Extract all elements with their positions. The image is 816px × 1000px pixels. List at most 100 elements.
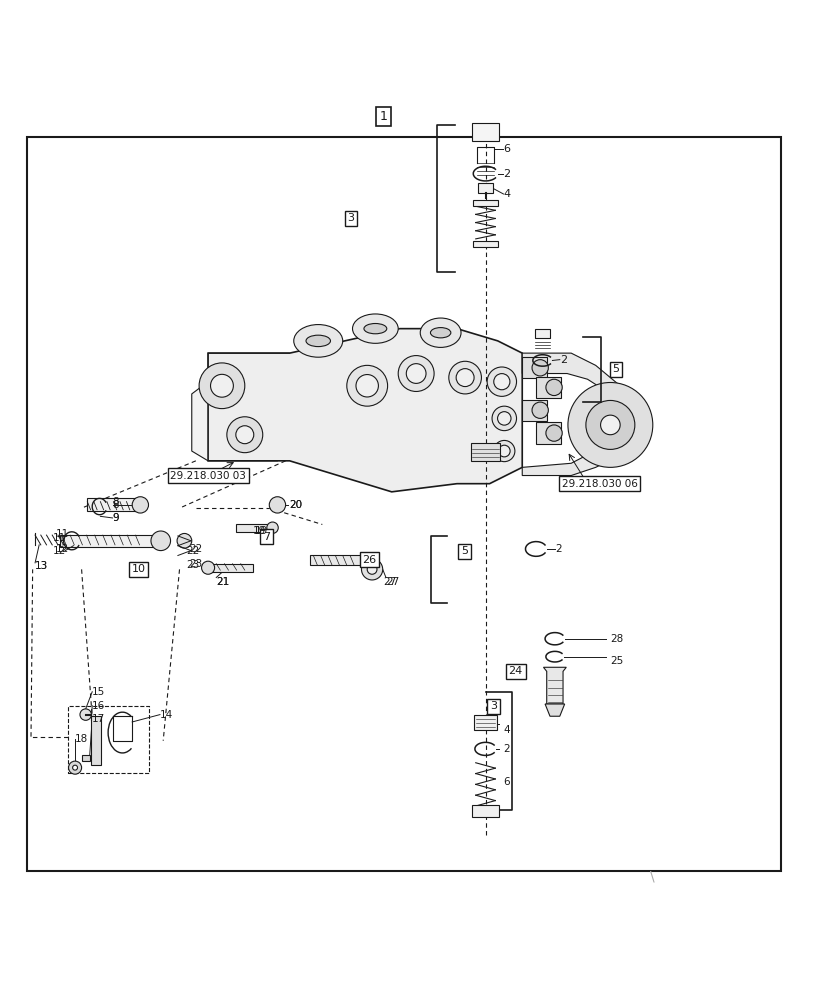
Polygon shape [192, 353, 290, 461]
FancyBboxPatch shape [236, 524, 268, 532]
Ellipse shape [364, 323, 387, 334]
FancyBboxPatch shape [472, 805, 499, 817]
Circle shape [494, 440, 515, 462]
FancyBboxPatch shape [471, 443, 500, 461]
FancyBboxPatch shape [535, 329, 550, 338]
Text: $\backslash$: $\backslash$ [650, 869, 656, 884]
Text: 5: 5 [613, 364, 619, 374]
Text: 29.218.030 03: 29.218.030 03 [171, 471, 246, 481]
Text: 22: 22 [186, 546, 199, 556]
Text: 20: 20 [290, 500, 303, 510]
Text: 27: 27 [384, 577, 397, 587]
FancyBboxPatch shape [522, 400, 547, 421]
Text: 2: 2 [503, 169, 511, 179]
Circle shape [236, 426, 254, 444]
FancyBboxPatch shape [472, 123, 499, 141]
Circle shape [586, 400, 635, 449]
FancyBboxPatch shape [60, 535, 157, 547]
Text: 29.218.030 06: 29.218.030 06 [562, 479, 637, 489]
Text: 9: 9 [113, 513, 119, 523]
Circle shape [601, 415, 620, 435]
Text: 15: 15 [92, 687, 105, 697]
Text: 6: 6 [503, 144, 511, 154]
Circle shape [211, 374, 233, 397]
Text: 17: 17 [92, 714, 105, 724]
Text: 9: 9 [113, 513, 119, 523]
Circle shape [347, 365, 388, 406]
Circle shape [73, 765, 78, 770]
Text: 5: 5 [461, 546, 468, 556]
Circle shape [546, 379, 562, 396]
Text: 3: 3 [490, 701, 497, 711]
Circle shape [494, 374, 510, 390]
Text: 27: 27 [386, 577, 399, 587]
Text: 19: 19 [255, 526, 268, 536]
Circle shape [199, 363, 245, 409]
Circle shape [132, 497, 149, 513]
Text: 2: 2 [560, 355, 567, 365]
Circle shape [492, 406, 517, 431]
Text: 11: 11 [53, 533, 66, 543]
Text: 8: 8 [113, 500, 119, 510]
Text: 4: 4 [503, 189, 511, 199]
Text: 23: 23 [186, 560, 199, 570]
Circle shape [202, 561, 215, 574]
Circle shape [267, 522, 278, 533]
Ellipse shape [306, 335, 330, 347]
Text: 18: 18 [75, 734, 88, 744]
Ellipse shape [431, 328, 450, 338]
Polygon shape [522, 353, 636, 476]
FancyBboxPatch shape [208, 564, 253, 572]
FancyBboxPatch shape [310, 555, 371, 565]
Circle shape [80, 709, 91, 720]
Text: 20: 20 [290, 500, 303, 510]
FancyBboxPatch shape [473, 200, 498, 206]
Text: 14: 14 [160, 710, 173, 720]
FancyBboxPatch shape [536, 422, 561, 444]
Circle shape [546, 425, 562, 441]
Ellipse shape [353, 314, 398, 343]
Circle shape [568, 382, 653, 467]
Circle shape [498, 412, 511, 425]
Text: 1: 1 [379, 110, 388, 123]
Polygon shape [543, 667, 566, 704]
Text: 7: 7 [264, 532, 270, 542]
Text: 21: 21 [216, 577, 229, 587]
FancyBboxPatch shape [87, 498, 140, 511]
Circle shape [532, 402, 548, 418]
Text: 22: 22 [189, 544, 202, 554]
Text: 19: 19 [253, 526, 266, 536]
Circle shape [69, 761, 82, 774]
Circle shape [406, 364, 426, 383]
Bar [27, 137, 781, 871]
Circle shape [361, 559, 383, 580]
FancyBboxPatch shape [478, 183, 493, 193]
Circle shape [356, 375, 379, 397]
Circle shape [532, 360, 548, 376]
Text: 12: 12 [53, 546, 66, 556]
Circle shape [367, 564, 377, 574]
Text: 16: 16 [92, 701, 105, 711]
Circle shape [177, 533, 192, 548]
Text: 26: 26 [362, 555, 377, 565]
Circle shape [398, 356, 434, 391]
Text: 6: 6 [503, 777, 510, 787]
Text: 24: 24 [508, 666, 523, 676]
Text: 13: 13 [35, 561, 48, 571]
Circle shape [449, 361, 481, 394]
Ellipse shape [294, 325, 343, 357]
FancyBboxPatch shape [536, 377, 561, 398]
FancyBboxPatch shape [474, 715, 497, 730]
Circle shape [151, 531, 171, 551]
Text: 2: 2 [503, 744, 510, 754]
FancyBboxPatch shape [473, 241, 498, 247]
Text: 2: 2 [555, 544, 561, 554]
Circle shape [269, 497, 286, 513]
Polygon shape [545, 704, 565, 716]
FancyBboxPatch shape [522, 357, 547, 378]
Text: 12: 12 [55, 544, 69, 554]
Text: 21: 21 [216, 577, 229, 587]
Circle shape [499, 445, 510, 457]
FancyBboxPatch shape [82, 755, 90, 761]
Text: 4: 4 [503, 725, 510, 735]
